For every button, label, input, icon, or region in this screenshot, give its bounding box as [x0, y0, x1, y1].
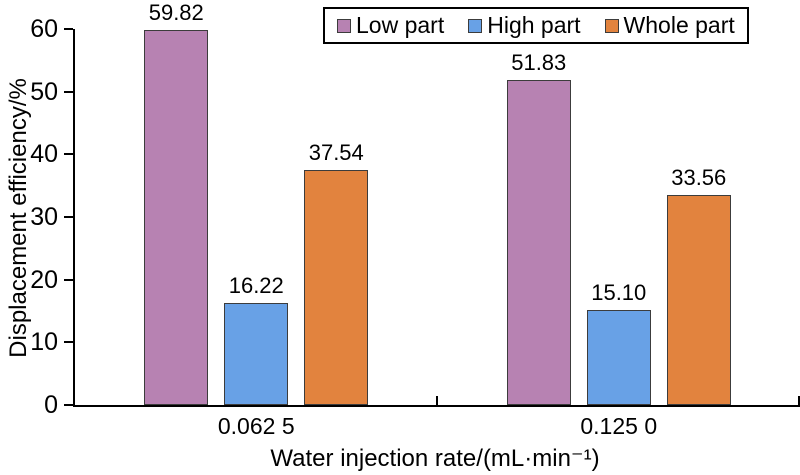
x-axis-tick: [435, 396, 438, 405]
legend-item-whole-part: Whole part: [604, 12, 735, 38]
bar-value-label: 16.22: [228, 273, 284, 299]
bar-whole-part: [304, 169, 369, 405]
y-tick-label: 0: [44, 391, 58, 419]
y-axis-tick: [63, 28, 73, 30]
bar-high-part: [224, 303, 289, 405]
bar-low-part: [506, 80, 571, 405]
y-tick-label: 30: [30, 203, 58, 231]
y-axis-tick: [63, 216, 73, 218]
y-tick-label: 40: [30, 140, 58, 169]
legend: Low part High part Whole part: [323, 7, 749, 44]
x-axis-title: Water injection rate/(mL·min⁻¹): [270, 445, 600, 472]
bar-high-part: [586, 310, 651, 405]
bar-value-label: 15.10: [591, 280, 647, 306]
y-axis-tick: [63, 153, 73, 156]
bar-value-label: 37.54: [308, 139, 364, 165]
legend-item-low-part: Low part: [337, 13, 444, 38]
y-axis-tick: [63, 90, 73, 93]
plot-area: 0 10 20 30 40 50 60 59.82 51.83 16.22 15.10 37.54 33…: [30, 1, 800, 439]
bar-value-label: 51.83: [511, 50, 567, 76]
y-tick-label: 20: [30, 265, 58, 294]
x-axis-tick: [798, 396, 800, 405]
legend-label: Whole part: [623, 12, 735, 38]
y-tick-label: 60: [30, 15, 58, 43]
bar-low-part: [144, 30, 209, 405]
y-axis-tick: [63, 341, 73, 344]
y-tick-label: 50: [30, 77, 58, 106]
legend-item-high-part: High part: [468, 12, 581, 38]
legend-swatch-icon: [604, 18, 619, 33]
bar-value-label: 59.82: [148, 0, 204, 26]
legend-swatch-icon: [337, 18, 351, 33]
x-category-label: 0.062 5: [217, 413, 295, 439]
x-category-label: 0.125 0: [580, 413, 658, 439]
bar-whole-part: [666, 194, 731, 405]
legend-swatch-icon: [468, 18, 483, 33]
bar-value-label: 33.56: [671, 164, 727, 190]
y-tick-label: 10: [30, 328, 58, 357]
y-axis-tick: [63, 278, 73, 281]
legend-label: High part: [487, 12, 581, 38]
y-axis-tick: [63, 404, 73, 406]
legend-label: Low part: [356, 12, 445, 38]
